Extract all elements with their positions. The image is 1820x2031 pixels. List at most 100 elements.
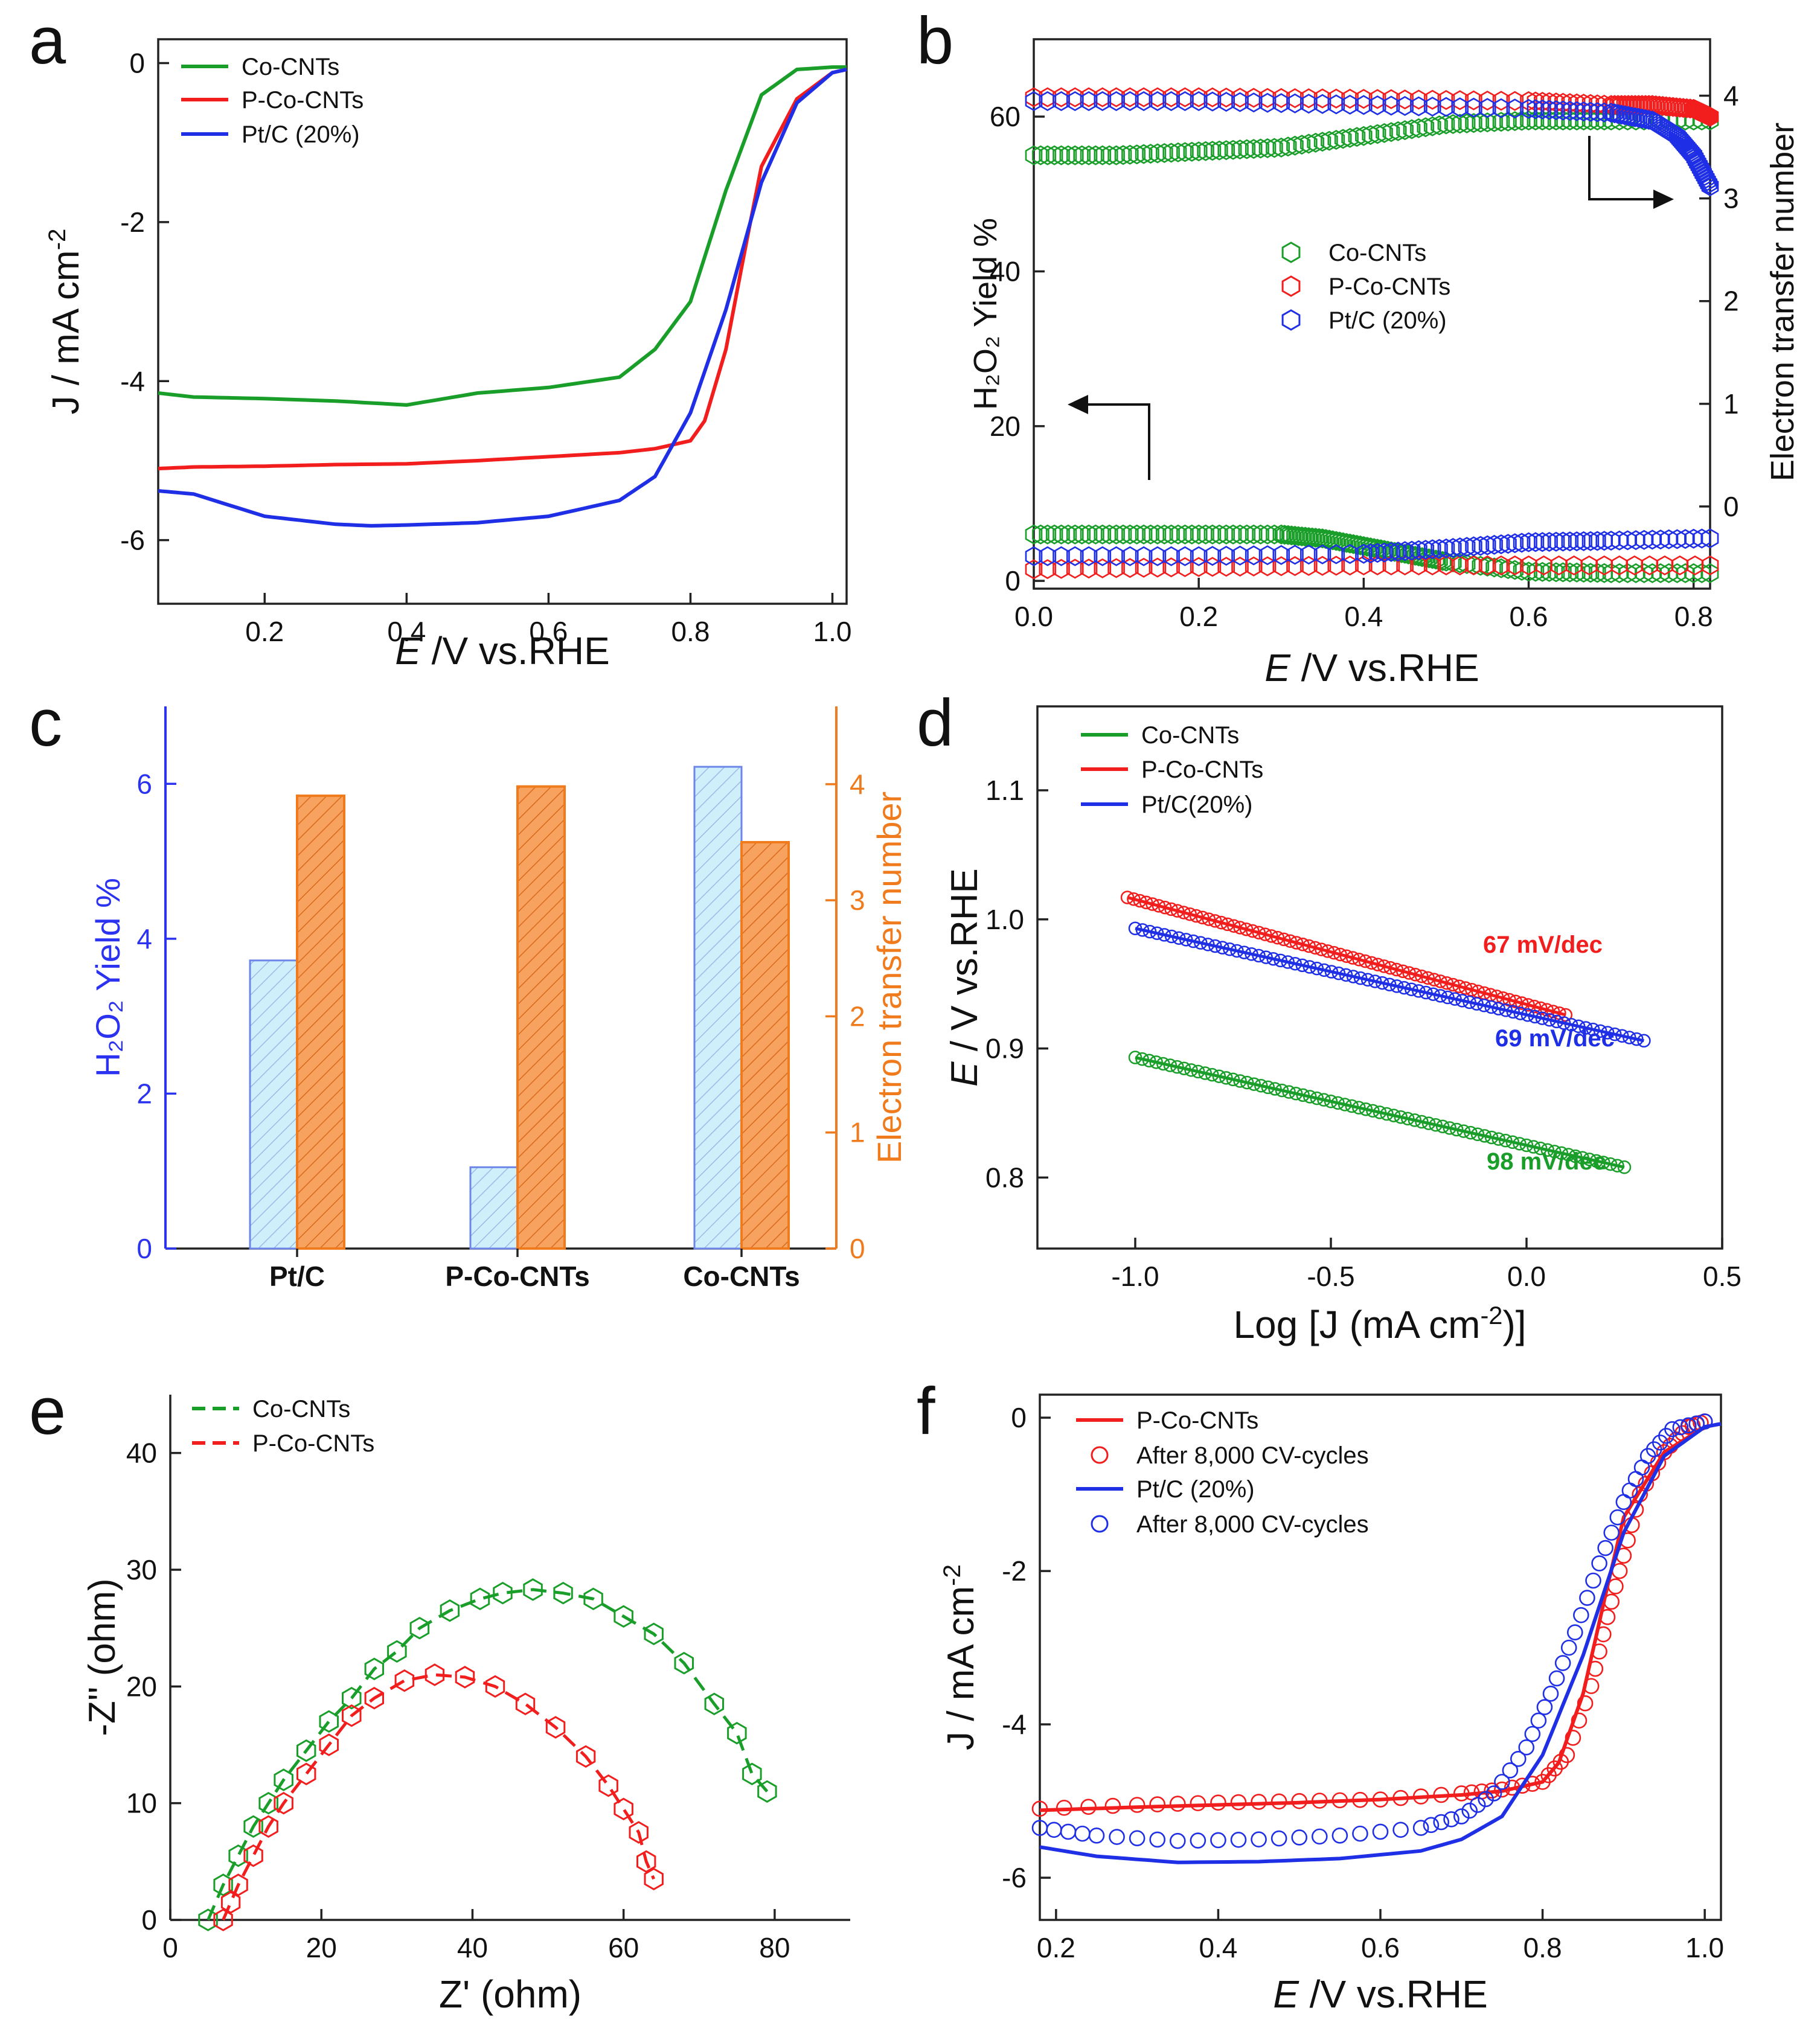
data-point-Co-CNTs-n <box>1045 524 1063 545</box>
data-point-P-Co-CNTs-yield <box>1272 88 1290 108</box>
y-tick-label: 2 <box>136 1078 152 1109</box>
data-point-P-Co-CNTs <box>1246 924 1260 938</box>
y-tick-label: 40 <box>126 1438 157 1469</box>
data-point-Pt/C (20%)-yield <box>1633 108 1651 129</box>
data-point-Co-CNTs-n <box>1039 524 1057 545</box>
y-axis-label-right: Electron transfer number <box>1764 123 1801 481</box>
data-point-Pt/C (20%)-n <box>1676 529 1694 549</box>
data-point-P-Co-CNTs-yield <box>1410 89 1427 110</box>
data-point-Co-CNTs-yield <box>1327 130 1345 150</box>
data-point-P-Co-CNTs <box>1127 892 1141 906</box>
arrowhead-left-icon <box>1068 395 1088 414</box>
data-point-Pt/C (20%)-yield <box>1606 103 1624 124</box>
data-point-Pt/C (20%)-n <box>1499 534 1517 554</box>
legend-label: Pt/C(20%) <box>1141 792 1253 818</box>
data-point-Pt/C (20%)-n <box>1376 542 1393 563</box>
data-point-P-Co-CNTs-n <box>1149 557 1167 578</box>
slope-annotation-blue: 69 mV/dec <box>1495 1025 1615 1052</box>
data-point-P-Co-CNTs <box>1146 897 1159 911</box>
data-point-P-Co-CNTs-yield <box>1107 87 1125 107</box>
y-tick-label-right: 2 <box>1723 286 1739 317</box>
data-point-Co-CNTs-yield <box>1321 130 1338 151</box>
data-point-Pt/C (20%)-n <box>1382 542 1400 562</box>
data-point-P-Co-CNTs <box>1377 959 1391 973</box>
arrow-left-icon <box>1087 403 1150 480</box>
data-point-P-Co-CNTs-yield <box>1300 88 1318 109</box>
data-point-Pt/C (20%)-n <box>1547 531 1565 552</box>
data-point-Co-CNTs <box>319 1710 339 1733</box>
data-point-After 8,000 CV-cycles <box>1149 1796 1166 1812</box>
fit-line-Co-CNTs <box>1135 1056 1625 1169</box>
data-point-Co-CNTs-yield <box>1197 141 1214 161</box>
data-point-P-Co-CNTs <box>455 1666 475 1689</box>
legend-label: After 8,000 CV-cycles <box>1136 1511 1369 1538</box>
data-point-After 8,000 CV-cycles <box>1331 1792 1348 1809</box>
data-point-Co-CNTs <box>493 1581 513 1605</box>
data-point-Co-CNTs-yield <box>1300 133 1318 154</box>
legend-label: Co-CNTs <box>242 54 339 80</box>
data-point-Co-CNTs-yield <box>1217 140 1235 161</box>
data-point-P-Co-CNTs-yield <box>1039 87 1057 107</box>
y-tick-label: -4 <box>120 365 145 397</box>
data-point-P-Co-CNTs <box>1289 936 1304 950</box>
data-point-After 8,000 CV-cycles <box>1423 1817 1440 1834</box>
data-point-P-Co-CNTs <box>1315 942 1328 956</box>
data-point-After 8,000 CV-cycles <box>1603 1593 1620 1610</box>
data-point-Pt/C (20%)-n <box>1465 536 1482 557</box>
data-point-P-Co-CNTs-yield <box>1121 87 1139 107</box>
legend-label: Pt/C (20%) <box>1136 1476 1255 1503</box>
x-tick-label: 0.5 <box>1703 1261 1741 1292</box>
data-point-Pt/C (20%)-n <box>1313 544 1331 565</box>
data-point-Co-CNTs-n <box>1406 545 1424 566</box>
data-point-P-Co-CNTs <box>1402 966 1416 980</box>
data-point-After 8,000 CV-cycles <box>1372 1791 1389 1808</box>
y-tick-label-right: 1 <box>1723 388 1739 420</box>
data-point-P-Co-CNTs-n <box>1492 555 1510 576</box>
data-point-Co-CNTs-n <box>1197 524 1214 545</box>
data-point-After 8,000 CV-cycles <box>1469 1797 1486 1813</box>
data-point-Pt/C (20%)-n <box>1652 529 1670 550</box>
data-point-Co-CNTs-n <box>1025 524 1043 545</box>
data-point-P-Co-CNTs-n <box>1355 555 1373 576</box>
data-point-Co-CNTs-yield <box>1437 114 1455 135</box>
y-tick-label-right: 3 <box>850 884 865 916</box>
data-point-P-Co-CNTs <box>1427 973 1441 987</box>
y-tick-label: 1.1 <box>985 775 1024 806</box>
data-point-Co-CNTs-n <box>1032 524 1049 545</box>
data-point-Pt/C (20%)-n <box>1272 545 1290 565</box>
data-point-Pt/C (20%)-n <box>1203 546 1222 566</box>
data-point-P-Co-CNTs-n <box>1478 555 1496 576</box>
data-point-Co-CNTs <box>757 1780 777 1803</box>
data-point-Pt/C (20%)-n <box>1258 545 1277 566</box>
x-tick-label: Co-CNTs <box>683 1261 799 1292</box>
data-point-Pt/C (20%)-n <box>1135 546 1153 566</box>
y-axis-label: H₂O₂ Yield % <box>89 878 127 1077</box>
data-point-P-Co-CNTs <box>485 1675 505 1698</box>
slope-annotation-green: 98 mV/dec <box>1487 1148 1606 1175</box>
data-point-Co-CNTs-yield <box>1156 142 1173 164</box>
data-point-After 8,000 CV-cycles <box>1559 1747 1575 1764</box>
data-point-Pt/C (20%)-n <box>1300 545 1318 565</box>
x-tick-label: 0.6 <box>1361 1932 1400 1963</box>
data-point-Pt/C (20%)-n <box>1527 532 1545 552</box>
data-point-Co-CNTs-n <box>1365 538 1383 558</box>
data-point-P-Co-CNTs-yield <box>1609 95 1627 115</box>
data-point-Pt/C (20%)-yield <box>1066 91 1084 112</box>
data-point-Pt/C (20%)-yield <box>1612 104 1630 125</box>
legend-label: Co-CNTs <box>1141 722 1239 749</box>
data-point-P-Co-CNTs <box>1521 998 1535 1012</box>
data-point-P-Co-CNTs-n <box>1437 555 1455 576</box>
data-point-Co-CNTs <box>198 1908 218 1931</box>
data-point-P-Co-CNTs-yield <box>1217 88 1235 108</box>
x-tick-label: Pt/C <box>269 1261 325 1292</box>
data-point-Pt/C (20%)-n <box>1693 528 1711 549</box>
data-point-After 8,000 CV-cycles <box>1591 1555 1607 1572</box>
series-line-Pt/C (20%) <box>1039 1422 1722 1864</box>
data-point-After 8,000 CV-cycles <box>1372 1823 1389 1840</box>
legend-label: P-Co-CNTs <box>242 87 364 114</box>
data-point-Pt/C (20%)-yield <box>1162 91 1180 112</box>
data-point-After 8,000 CV-cycles <box>1573 1607 1589 1623</box>
data-point-Pt/C (20%)-yield <box>1697 168 1715 189</box>
y-tick-label-right: 2 <box>850 1000 865 1032</box>
